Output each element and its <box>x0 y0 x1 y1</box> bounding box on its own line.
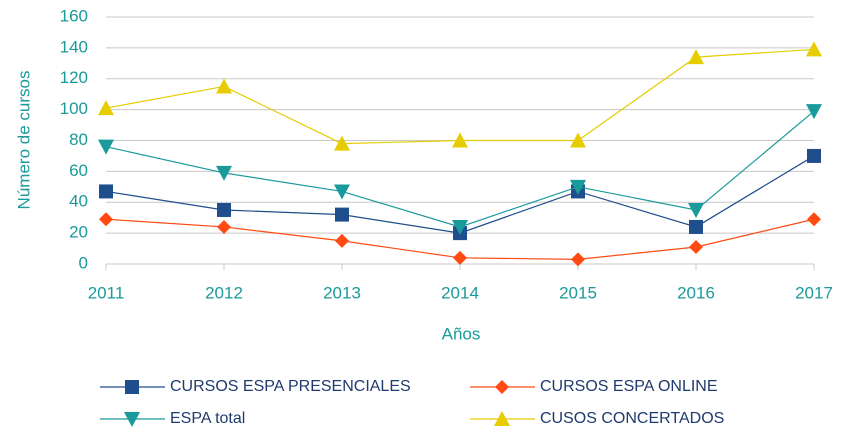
marker <box>806 104 822 120</box>
x-tick-label: 2013 <box>323 283 361 302</box>
marker <box>216 78 232 94</box>
marker <box>689 219 703 234</box>
x-tick-label: 2014 <box>441 283 479 302</box>
marker <box>494 411 510 426</box>
marker <box>98 139 114 155</box>
marker <box>452 219 468 235</box>
legend-label: CURSOS ESPA ONLINE <box>540 378 718 395</box>
y-tick-label: 160 <box>60 6 88 25</box>
x-tick-label: 2016 <box>677 283 715 302</box>
marker <box>806 41 822 57</box>
x-tick-label: 2015 <box>559 283 597 302</box>
marker <box>217 202 231 217</box>
y-tick-label: 0 <box>79 253 88 272</box>
marker <box>571 252 585 267</box>
marker <box>807 212 821 227</box>
y-tick-label: 40 <box>69 192 88 211</box>
marker <box>452 132 468 148</box>
y-tick-label: 60 <box>69 161 88 180</box>
y-tick-label: 80 <box>69 130 88 149</box>
y-tick-label: 140 <box>60 37 88 56</box>
x-tick-label: 2011 <box>88 283 125 302</box>
marker <box>689 240 703 255</box>
marker <box>495 380 509 394</box>
y-tick-label: 120 <box>60 68 88 87</box>
legend: CURSOS ESPA PRESENCIALES CURSOS ESPA ONLI… <box>100 378 724 427</box>
marker <box>335 233 349 248</box>
marker <box>453 250 467 265</box>
x-tick-label: 2012 <box>205 283 243 302</box>
marker <box>570 179 586 195</box>
y-tick-label: 20 <box>69 223 88 242</box>
marker <box>216 165 232 181</box>
marker <box>334 135 350 151</box>
legend-label: CUSOS CONCERTADOS <box>540 410 724 427</box>
marker <box>124 412 140 427</box>
marker <box>807 148 821 163</box>
legend-label: CURSOS ESPA PRESENCIALES <box>170 378 411 395</box>
legend-label: ESPA total <box>170 410 245 427</box>
marker <box>335 207 349 222</box>
marker <box>217 219 231 234</box>
series-line <box>105 48 815 145</box>
marker <box>125 380 139 394</box>
y-axis-title: Número de cursos <box>14 71 33 210</box>
marker <box>688 202 704 218</box>
marker <box>98 100 114 116</box>
marker <box>99 184 113 199</box>
series-line <box>105 110 815 228</box>
marker <box>688 49 704 65</box>
x-tick-label: 2017 <box>795 283 833 302</box>
y-tick-label: 100 <box>60 99 88 118</box>
marker <box>570 132 586 148</box>
marker <box>334 184 350 200</box>
marker <box>99 212 113 227</box>
x-axis-title: Años <box>442 324 481 343</box>
